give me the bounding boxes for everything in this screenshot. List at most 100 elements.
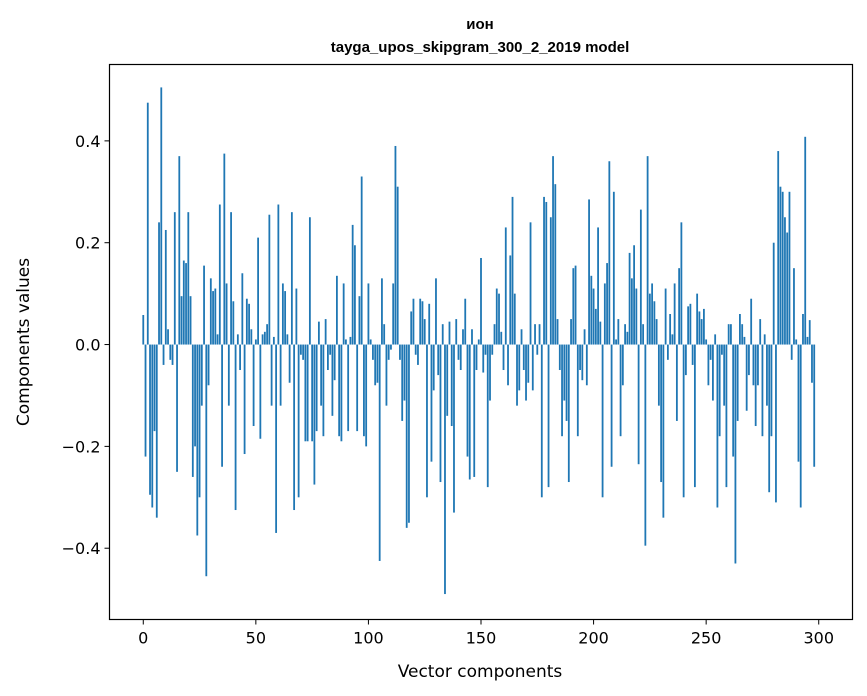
bar [248,303,250,345]
bar [543,196,545,345]
bar [621,344,624,386]
y-tick-label: −0.4 [62,539,101,558]
bar [730,324,732,345]
bar [639,209,642,345]
bar [576,344,579,437]
bar [381,278,383,345]
bar [486,344,489,488]
bar [552,156,554,345]
bar [687,306,690,345]
bar [752,344,755,386]
bar [538,324,541,345]
bar [459,344,462,371]
x-tick-label: 50 [246,629,266,648]
bar [329,344,332,355]
bar [700,319,703,345]
bar [455,319,458,345]
bar [158,222,160,345]
bar [793,268,795,345]
bar [200,344,203,406]
x-tick-label: 250 [691,629,722,648]
bar [493,324,496,345]
bar [626,331,629,345]
bar [684,344,687,376]
x-tick-label: 150 [466,629,497,648]
bar [171,344,174,365]
bar [693,344,696,488]
bar [169,344,172,360]
bar [590,275,593,345]
bar [599,321,602,345]
bar [608,161,611,345]
y-axis-label: Components values [14,258,34,426]
bar [784,217,786,345]
bar [662,344,665,518]
bar [205,344,208,577]
bar [410,311,413,345]
bar [516,344,518,406]
bar [243,344,246,455]
bar [155,344,158,518]
bar [721,344,723,355]
bar [648,293,651,345]
bar [432,344,435,391]
bar [399,344,401,360]
bar [507,344,509,386]
bar [797,344,800,462]
bar [374,344,377,386]
bar [594,308,597,345]
bar [709,344,712,360]
bar [144,344,147,457]
bar [678,268,681,345]
bar [534,324,536,345]
bar [345,339,347,345]
bar [646,156,649,345]
bar [340,344,343,442]
bar [284,291,287,345]
bar [531,344,534,391]
bar [484,344,487,355]
bar [786,232,789,345]
bar [421,301,424,345]
bar [714,334,717,345]
bar [480,257,482,345]
bar [788,191,791,345]
bar [437,344,440,376]
bar [703,308,705,345]
bar [489,344,491,401]
bar [430,344,433,462]
bar [450,344,453,427]
bar [727,324,730,345]
bar [511,196,514,345]
bar [446,344,449,416]
x-tick-label: 200 [578,629,609,648]
bar [272,336,275,345]
bar [336,275,338,345]
bar [766,344,768,406]
bar [218,204,221,345]
bar [712,344,714,401]
bar [570,319,572,345]
bar [306,344,309,442]
bar [396,186,399,345]
bar [408,344,410,523]
bar [250,329,253,345]
bar [509,255,512,345]
bar [453,344,455,513]
bar [498,293,500,345]
bar [412,298,415,345]
x-tick-label: 300 [803,629,834,648]
bar [383,324,386,345]
bar [529,222,532,345]
bar [603,283,606,345]
bar [367,283,370,345]
bar [545,201,548,345]
bar [390,344,392,350]
bar [491,344,494,355]
bar [198,344,201,498]
bar [799,344,802,508]
x-tick-label: 100 [353,629,384,648]
bar [601,344,604,498]
bar [203,265,205,345]
bar [428,303,431,345]
